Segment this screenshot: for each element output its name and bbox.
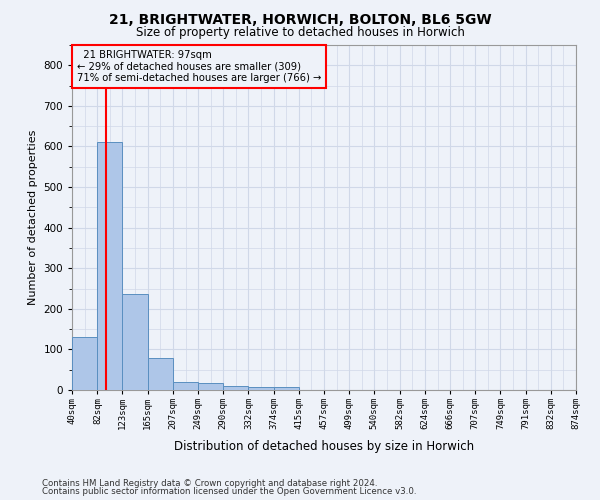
Text: 21, BRIGHTWATER, HORWICH, BOLTON, BL6 5GW: 21, BRIGHTWATER, HORWICH, BOLTON, BL6 5G… xyxy=(109,12,491,26)
Bar xyxy=(223,386,248,390)
Bar xyxy=(97,142,122,390)
Bar xyxy=(199,382,223,390)
Text: Contains HM Land Registry data © Crown copyright and database right 2024.: Contains HM Land Registry data © Crown c… xyxy=(42,478,377,488)
Bar xyxy=(274,387,299,390)
Bar xyxy=(148,358,173,390)
Text: Size of property relative to detached houses in Horwich: Size of property relative to detached ho… xyxy=(136,26,464,39)
Bar xyxy=(72,337,97,390)
Text: Contains public sector information licensed under the Open Government Licence v3: Contains public sector information licen… xyxy=(42,487,416,496)
X-axis label: Distribution of detached houses by size in Horwich: Distribution of detached houses by size … xyxy=(174,440,474,454)
Bar xyxy=(248,387,274,390)
Bar xyxy=(173,382,199,390)
Text: 21 BRIGHTWATER: 97sqm
← 29% of detached houses are smaller (309)
71% of semi-det: 21 BRIGHTWATER: 97sqm ← 29% of detached … xyxy=(77,50,322,84)
Bar xyxy=(122,294,148,390)
Y-axis label: Number of detached properties: Number of detached properties xyxy=(28,130,38,305)
